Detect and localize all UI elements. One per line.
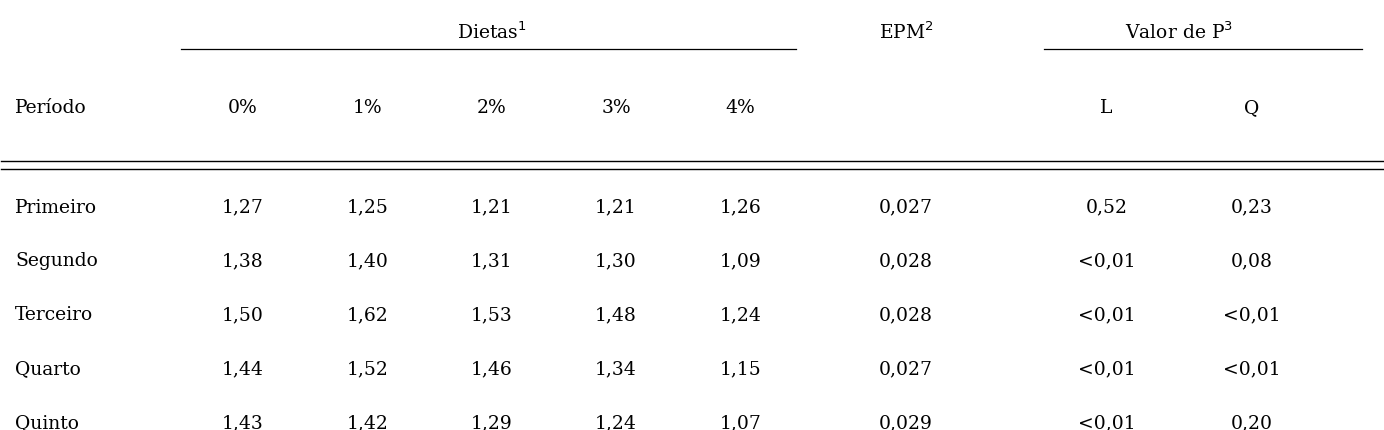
Text: 1,31: 1,31 bbox=[471, 252, 512, 270]
Text: 1,29: 1,29 bbox=[471, 414, 512, 430]
Text: 1,26: 1,26 bbox=[720, 199, 761, 217]
Text: 0,027: 0,027 bbox=[879, 360, 933, 378]
Text: Segundo: Segundo bbox=[15, 252, 98, 270]
Text: 0,23: 0,23 bbox=[1230, 199, 1272, 217]
Text: 2%: 2% bbox=[477, 99, 507, 117]
Text: 0,028: 0,028 bbox=[879, 306, 933, 324]
Text: <0,01: <0,01 bbox=[1078, 252, 1135, 270]
Text: Quarto: Quarto bbox=[15, 360, 82, 378]
Text: 1,24: 1,24 bbox=[720, 306, 761, 324]
Text: 1%: 1% bbox=[353, 99, 382, 117]
Text: 1,42: 1,42 bbox=[346, 414, 389, 430]
Text: 1,62: 1,62 bbox=[346, 306, 389, 324]
Text: 1,27: 1,27 bbox=[223, 199, 264, 217]
Text: 1,25: 1,25 bbox=[346, 199, 389, 217]
Text: 1,46: 1,46 bbox=[471, 360, 512, 378]
Text: 1,07: 1,07 bbox=[720, 414, 761, 430]
Text: Valor de P$^{3}$: Valor de P$^{3}$ bbox=[1125, 22, 1233, 43]
Text: 3%: 3% bbox=[601, 99, 631, 117]
Text: <0,01: <0,01 bbox=[1078, 306, 1135, 324]
Text: 0,028: 0,028 bbox=[879, 252, 933, 270]
Text: 1,09: 1,09 bbox=[720, 252, 761, 270]
Text: 1,43: 1,43 bbox=[223, 414, 264, 430]
Text: 0%: 0% bbox=[228, 99, 257, 117]
Text: Quinto: Quinto bbox=[15, 414, 79, 430]
Text: 4%: 4% bbox=[725, 99, 756, 117]
Text: L: L bbox=[1100, 99, 1113, 117]
Text: 1,21: 1,21 bbox=[595, 199, 637, 217]
Text: <0,01: <0,01 bbox=[1222, 306, 1280, 324]
Text: 1,30: 1,30 bbox=[595, 252, 637, 270]
Text: Primeiro: Primeiro bbox=[15, 199, 97, 217]
Text: 1,40: 1,40 bbox=[346, 252, 389, 270]
Text: 0,20: 0,20 bbox=[1230, 414, 1272, 430]
Text: 0,029: 0,029 bbox=[879, 414, 933, 430]
Text: EPM$^{2}$: EPM$^{2}$ bbox=[879, 22, 933, 43]
Text: 1,52: 1,52 bbox=[346, 360, 389, 378]
Text: <0,01: <0,01 bbox=[1078, 414, 1135, 430]
Text: Terceiro: Terceiro bbox=[15, 306, 94, 324]
Text: Dietas$^{1}$: Dietas$^{1}$ bbox=[457, 22, 527, 43]
Text: <0,01: <0,01 bbox=[1222, 360, 1280, 378]
Text: 1,24: 1,24 bbox=[595, 414, 637, 430]
Text: 0,027: 0,027 bbox=[879, 199, 933, 217]
Text: <0,01: <0,01 bbox=[1078, 360, 1135, 378]
Text: Q: Q bbox=[1244, 99, 1259, 117]
Text: 1,53: 1,53 bbox=[471, 306, 512, 324]
Text: 0,08: 0,08 bbox=[1230, 252, 1272, 270]
Text: 1,38: 1,38 bbox=[223, 252, 264, 270]
Text: 1,15: 1,15 bbox=[720, 360, 761, 378]
Text: 1,48: 1,48 bbox=[595, 306, 637, 324]
Text: 1,44: 1,44 bbox=[223, 360, 264, 378]
Text: 1,34: 1,34 bbox=[595, 360, 637, 378]
Text: 0,52: 0,52 bbox=[1085, 199, 1128, 217]
Text: 1,21: 1,21 bbox=[471, 199, 512, 217]
Text: 1,50: 1,50 bbox=[223, 306, 264, 324]
Text: Período: Período bbox=[15, 99, 87, 117]
